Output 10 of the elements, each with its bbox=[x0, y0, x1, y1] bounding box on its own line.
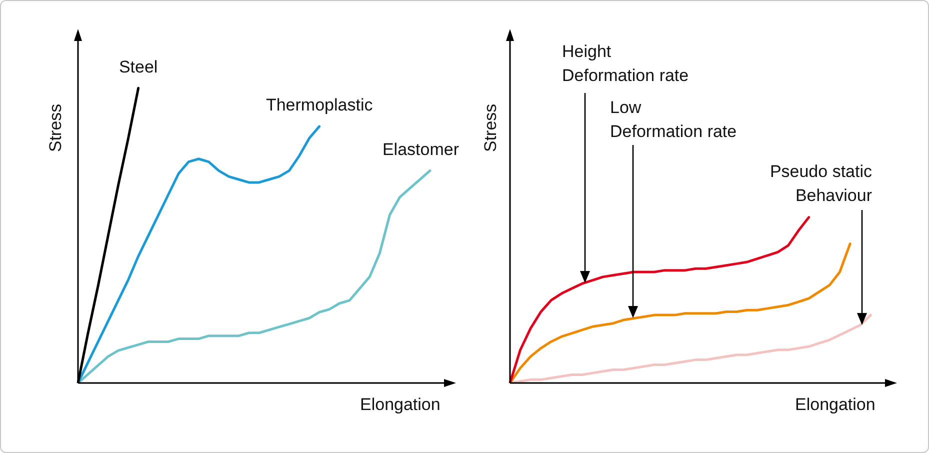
y-axis-title: Stress bbox=[480, 104, 501, 152]
x-axis-title: Elongation bbox=[795, 394, 876, 416]
text: Height Deformation rate bbox=[562, 41, 689, 87]
series-label: Steel bbox=[118, 57, 158, 76]
text: Pseudo static Behaviour bbox=[768, 161, 872, 207]
x-axis-title: Elongation bbox=[360, 394, 440, 416]
text: Low Deformation rate bbox=[610, 97, 737, 143]
y-axis-title: Stress bbox=[45, 104, 66, 152]
series-label: Elastomer bbox=[382, 140, 460, 159]
series-label: Thermoplastic bbox=[266, 96, 374, 115]
